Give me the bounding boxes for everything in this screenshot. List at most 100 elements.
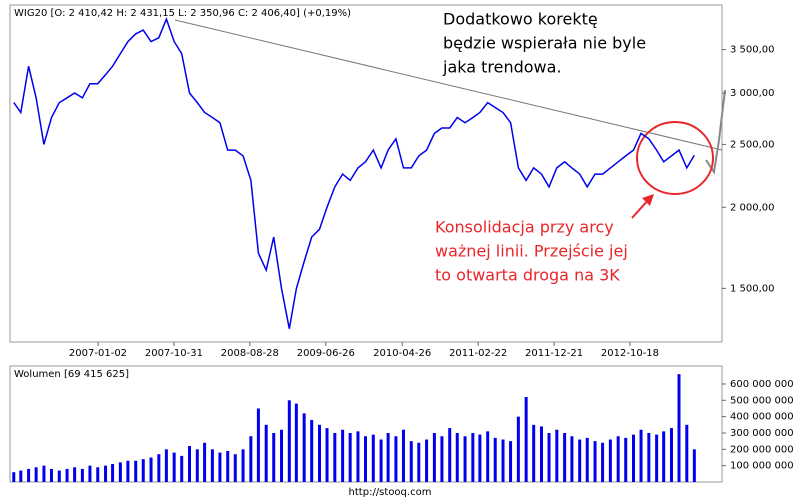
- volume-bar: [585, 437, 589, 482]
- volume-bar: [348, 432, 352, 482]
- volume-bar: [448, 428, 452, 482]
- volume-bar: [363, 436, 367, 482]
- volume-bar: [555, 429, 559, 482]
- volume-bar: [195, 449, 199, 482]
- arrow-head: [642, 194, 654, 206]
- volume-bar: [624, 437, 628, 482]
- volume-bar: [386, 432, 390, 482]
- volume-bar: [669, 428, 673, 482]
- volume-bar: [409, 441, 413, 482]
- volume-bar: [539, 426, 543, 482]
- volume-bar: [34, 467, 38, 482]
- x-tick-label: 2007-01-02: [69, 348, 127, 359]
- volume-bar: [417, 442, 421, 482]
- volume-bar: [455, 432, 459, 482]
- volume-bar: [333, 432, 337, 482]
- x-tick-label: 2011-12-21: [525, 348, 583, 359]
- volume-bar: [570, 436, 574, 482]
- volume-bar: [27, 468, 31, 482]
- volume-bar: [356, 431, 360, 482]
- volume-bar: [272, 432, 276, 482]
- volume-bar: [73, 467, 77, 482]
- volume-bar: [432, 432, 436, 482]
- volume-bar: [524, 397, 528, 482]
- volume-bar: [302, 413, 306, 482]
- volume-bar: [440, 436, 444, 482]
- volume-bar: [65, 468, 69, 482]
- volume-bar: [42, 465, 46, 482]
- volume-bar: [563, 432, 567, 482]
- price-title: WIG20 [O: 2 410,42 H: 2 431,15 L: 2 350,…: [14, 8, 351, 19]
- volume-bar: [341, 429, 345, 482]
- volume-bar: [172, 452, 176, 482]
- volume-bar: [532, 424, 536, 482]
- volume-bar: [478, 434, 482, 482]
- y-tick-label: 2 000,00: [730, 202, 775, 213]
- volume-bar: [516, 416, 520, 482]
- volume-bar: [608, 439, 612, 482]
- volume-bar: [203, 442, 207, 482]
- volume-bar: [509, 441, 513, 482]
- volume-bar: [662, 431, 666, 482]
- volume-bar: [647, 432, 651, 482]
- volume-bar: [126, 460, 130, 482]
- annotation: to otwarta droga na 3K: [435, 266, 620, 285]
- trend-line: [174, 19, 723, 151]
- volume-bar: [601, 442, 605, 482]
- volume-bar: [578, 439, 582, 482]
- volume-bar: [210, 449, 214, 482]
- volume-bar: [394, 436, 398, 482]
- y-tick-label: 1 500,00: [730, 283, 775, 294]
- volume-bar: [19, 470, 23, 482]
- volume-bar: [57, 470, 61, 482]
- volume-bar: [49, 468, 53, 482]
- y-tick-label: 200 000 000: [730, 444, 794, 455]
- volume-bar: [134, 460, 138, 482]
- volume-bar: [96, 467, 100, 482]
- volume-bar: [141, 459, 145, 482]
- y-tick-label: 3 500,00: [730, 45, 775, 56]
- y-tick-label: 600 000 000: [730, 379, 794, 390]
- volume-bar: [632, 434, 636, 482]
- volume-bar: [180, 455, 184, 482]
- volume-bar: [226, 450, 230, 482]
- volume-bar: [379, 439, 383, 482]
- volume-bar: [12, 472, 16, 482]
- volume-bar: [692, 449, 696, 482]
- price-line: [13, 16, 695, 329]
- volume-bar: [616, 436, 620, 482]
- volume-bar: [547, 432, 551, 482]
- annotation: Konsolidacja przy arcy: [435, 218, 614, 237]
- volume-bar: [111, 464, 115, 482]
- volume-bar: [294, 403, 298, 482]
- y-tick-label: 3 000,00: [730, 88, 775, 99]
- volume-bar: [471, 432, 475, 482]
- x-tick-label: 2008-08-28: [221, 348, 279, 359]
- y-tick-label: 300 000 000: [730, 428, 794, 439]
- volume-bar: [401, 429, 405, 482]
- volume-bar: [256, 408, 260, 482]
- volume-bar: [486, 431, 490, 482]
- volume-bar: [88, 465, 92, 482]
- volume-bar: [264, 424, 268, 482]
- x-tick-label: 2012-10-18: [601, 348, 659, 359]
- volume-title: Wolumen [69 415 625]: [14, 369, 129, 380]
- x-tick-label: 2010-04-26: [373, 348, 431, 359]
- volume-bar: [310, 419, 314, 482]
- volume-bar: [118, 462, 122, 482]
- volume-bar: [241, 449, 245, 482]
- annotation: ważnej linii. Przejście jej: [435, 242, 628, 261]
- volume-bar: [493, 437, 497, 482]
- x-tick-label: 2009-06-26: [297, 348, 355, 359]
- y-tick-label: 400 000 000: [730, 412, 794, 423]
- annotation: będzie wspierała nie byle: [443, 34, 646, 53]
- volume-bar: [677, 374, 681, 482]
- price-panel: [9, 4, 723, 343]
- y-tick-label: 2 500,00: [730, 139, 775, 150]
- volume-bar: [249, 436, 253, 482]
- projection-line: [705, 89, 726, 175]
- volume-bar: [501, 439, 505, 482]
- annotation: Dodatkowo korektę: [443, 10, 598, 29]
